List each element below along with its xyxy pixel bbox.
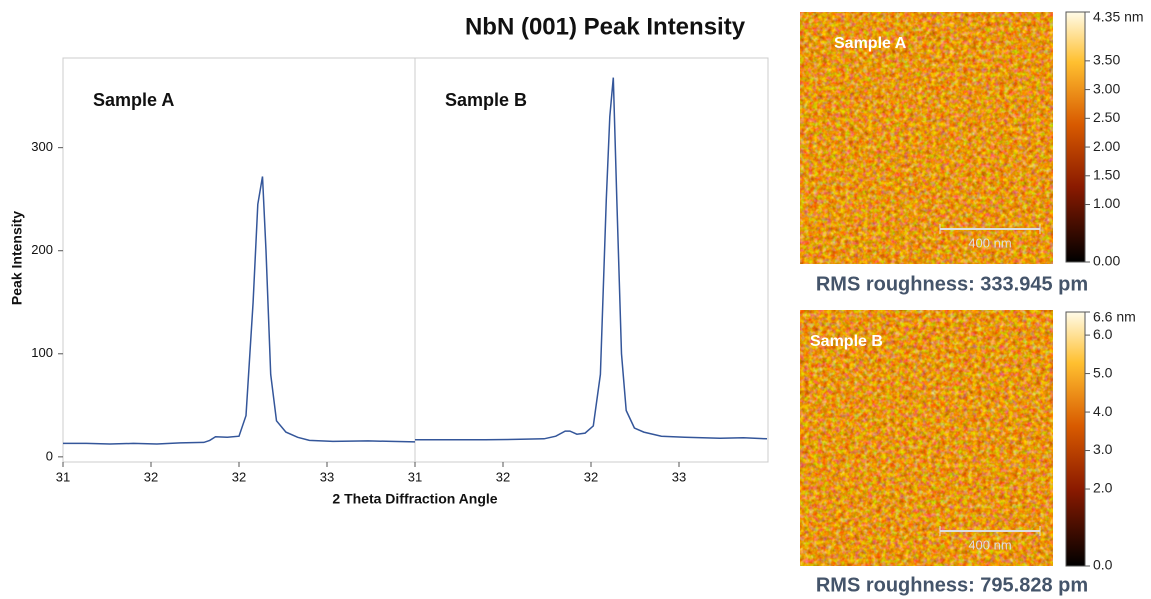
colorbar-tick-label: 1.00	[1093, 195, 1120, 211]
colorbar-tick-label: 2.50	[1093, 109, 1120, 125]
colorbar-tick-label: 3.50	[1093, 52, 1120, 68]
colorbar-tick-label: 3.00	[1093, 80, 1120, 96]
x-tick-label: 32	[584, 469, 598, 484]
rms-caption: RMS roughness: 333.945 pm	[816, 273, 1088, 295]
colorbar-tick-label: 1.50	[1093, 166, 1120, 182]
colorbar-tick-label: 2.00	[1093, 138, 1120, 154]
x-tick-label: 31	[56, 469, 70, 484]
data-line	[63, 176, 416, 445]
afm-image	[799, 309, 1054, 567]
colorbar-tick-label: 4.0	[1093, 403, 1113, 419]
x-tick-label: 32	[496, 469, 510, 484]
colorbar-tick-label: 0.0	[1093, 557, 1113, 573]
colorbar-tick-label: 2.0	[1093, 480, 1113, 496]
colorbar-tick-label: 4.35 nm	[1093, 9, 1144, 25]
y-tick-label: 200	[31, 242, 53, 257]
x-tick-label: 32	[144, 469, 158, 484]
data-line	[415, 77, 768, 441]
colorbar-tick-label: 3.0	[1093, 441, 1113, 457]
x-tick-label: 32	[232, 469, 246, 484]
afm-sample-label: Sample A	[834, 35, 907, 52]
panel-label: Sample A	[93, 90, 174, 110]
colorbar	[1065, 11, 1086, 263]
y-axis-label: Peak Intensity	[9, 211, 25, 305]
y-tick-label: 300	[31, 139, 53, 154]
scale-bar-label: 400 nm	[968, 537, 1011, 552]
colorbar-tick-label: 6.6 nm	[1093, 309, 1136, 325]
y-tick-label: 100	[31, 345, 53, 360]
colorbar-tick-label: 6.0	[1093, 326, 1113, 342]
x-tick-label: 31	[408, 469, 422, 484]
y-tick-label: 0	[46, 448, 53, 463]
colorbar-tick-label: 5.0	[1093, 364, 1113, 380]
chart-title: NbN (001) Peak Intensity	[465, 13, 746, 40]
rms-caption: RMS roughness: 795.828 pm	[816, 574, 1088, 596]
scale-bar-label: 400 nm	[968, 235, 1011, 250]
x-axis-label: 2 Theta Diffraction Angle	[332, 491, 497, 507]
colorbar	[1065, 311, 1086, 567]
colorbar-tick-label: 0.00	[1093, 253, 1120, 269]
x-tick-label: 33	[672, 469, 686, 484]
afm-sample-label: Sample B	[810, 333, 883, 350]
panel-label: Sample B	[445, 90, 527, 110]
afm-image	[799, 11, 1054, 265]
x-tick-label: 33	[320, 469, 334, 484]
